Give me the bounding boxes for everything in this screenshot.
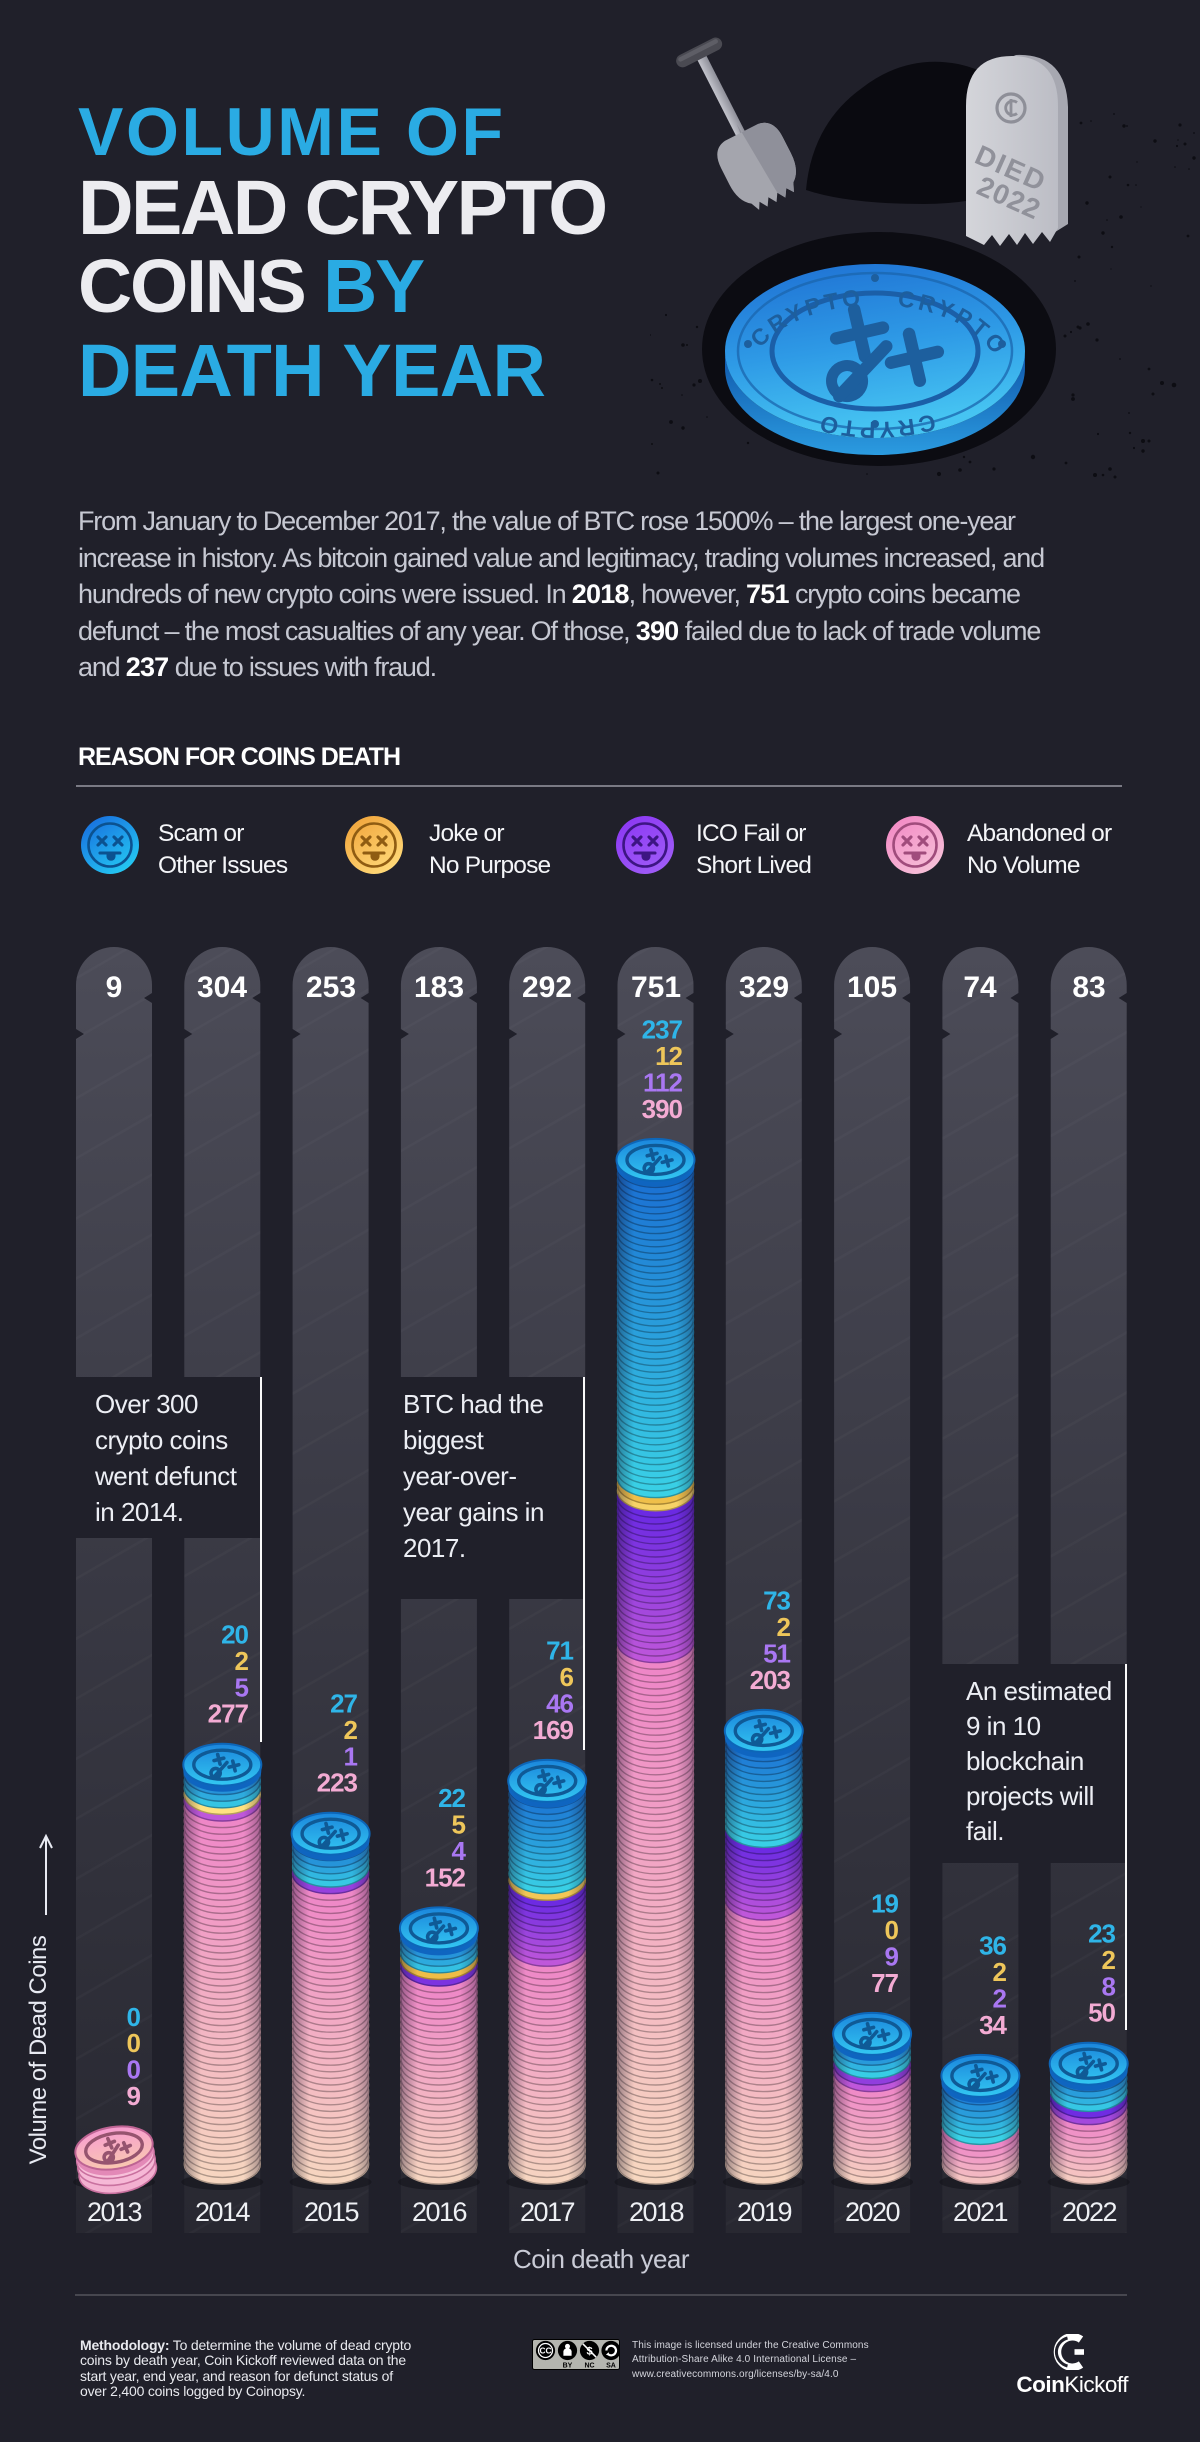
svg-text:23: 23 (1088, 1919, 1115, 1949)
svg-text:9: 9 (106, 971, 123, 1004)
svg-text:Coin death year: Coin death year (513, 2244, 690, 2274)
svg-text:2017: 2017 (520, 2197, 575, 2227)
svg-text:304: 304 (197, 971, 247, 1004)
svg-text:751: 751 (631, 971, 681, 1004)
svg-text:390: 390 (642, 1094, 683, 1124)
svg-text:83: 83 (1072, 971, 1105, 1004)
svg-text:2019: 2019 (737, 2197, 792, 2227)
svg-text:223: 223 (317, 1768, 358, 1798)
svg-text:50: 50 (1088, 1998, 1115, 2028)
svg-text:77: 77 (871, 1968, 898, 1998)
svg-text:SA: SA (606, 2363, 616, 2370)
svg-text:went defunct: went defunct (94, 1461, 238, 1491)
svg-text:2022: 2022 (1062, 2197, 1117, 2227)
svg-text:2014: 2014 (195, 2197, 251, 2227)
svg-text:27: 27 (330, 1689, 357, 1719)
svg-text:46: 46 (546, 1689, 573, 1719)
svg-text:0: 0 (127, 2055, 141, 2085)
svg-text:blockchain: blockchain (966, 1746, 1084, 1776)
svg-text:2: 2 (235, 1646, 249, 1676)
svg-text:2016: 2016 (412, 2197, 467, 2227)
svg-text:1: 1 (344, 1741, 358, 1771)
svg-text:22: 22 (438, 1783, 465, 1813)
svg-text:year-over-: year-over- (403, 1461, 516, 1491)
svg-text:20: 20 (221, 1620, 248, 1650)
svg-text:9 in 10: 9 in 10 (966, 1711, 1041, 1741)
svg-text:year gains in: year gains in (403, 1497, 544, 1527)
svg-text:105: 105 (847, 971, 897, 1004)
svg-text:5: 5 (235, 1672, 249, 1702)
svg-text:5: 5 (452, 1810, 466, 1840)
svg-text:2: 2 (1102, 1945, 1116, 1975)
svg-text:2: 2 (777, 1612, 791, 1642)
svg-text:329: 329 (739, 971, 789, 1004)
svg-text:NC: NC (584, 2363, 594, 2370)
svg-text:277: 277 (208, 1699, 249, 1729)
svg-text:152: 152 (425, 1862, 466, 1892)
svg-text:36: 36 (979, 1931, 1006, 1961)
svg-text:0: 0 (127, 2002, 141, 2032)
svg-text:0: 0 (885, 1915, 899, 1945)
svg-text:74: 74 (963, 971, 997, 1004)
svg-text:projects will: projects will (966, 1781, 1094, 1811)
svg-text:9: 9 (127, 2081, 141, 2111)
svg-text:2018: 2018 (629, 2197, 684, 2227)
svg-text:19: 19 (871, 1889, 898, 1919)
svg-text:12: 12 (655, 1041, 682, 1071)
svg-text:fail.: fail. (966, 1816, 1004, 1846)
svg-text:2013: 2013 (87, 2197, 142, 2227)
svg-text:Over 300: Over 300 (95, 1389, 198, 1419)
svg-text:BTC had the: BTC had the (403, 1389, 544, 1419)
svg-text:2017.: 2017. (403, 1533, 466, 1563)
svg-text:0: 0 (127, 2028, 141, 2058)
svg-text:112: 112 (643, 1068, 682, 1098)
svg-text:34: 34 (979, 2010, 1007, 2040)
svg-text:73: 73 (763, 1586, 790, 1616)
svg-text:2: 2 (344, 1715, 358, 1745)
svg-text:9: 9 (885, 1942, 899, 1972)
svg-text:183: 183 (414, 971, 464, 1004)
svg-text:CC: CC (539, 2345, 551, 2355)
svg-text:2015: 2015 (304, 2197, 359, 2227)
svg-text:292: 292 (522, 971, 572, 1004)
svg-text:203: 203 (750, 1665, 791, 1695)
svg-text:253: 253 (306, 971, 356, 1004)
svg-text:71: 71 (546, 1636, 573, 1666)
svg-text:2020: 2020 (845, 2197, 900, 2227)
svg-text:51: 51 (763, 1639, 790, 1669)
svg-text:2021: 2021 (953, 2197, 1008, 2227)
svg-text:crypto coins: crypto coins (95, 1425, 228, 1455)
svg-text:biggest: biggest (403, 1425, 485, 1455)
svg-text:6: 6 (560, 1662, 574, 1692)
svg-text:2: 2 (993, 1984, 1007, 2014)
svg-text:8: 8 (1102, 1971, 1116, 2001)
svg-text:4: 4 (452, 1836, 467, 1866)
svg-text:An estimated: An estimated (966, 1676, 1112, 1706)
svg-text:237: 237 (642, 1015, 683, 1045)
svg-text:BY: BY (563, 2363, 573, 2370)
svg-text:in 2014.: in 2014. (95, 1497, 184, 1527)
svg-text:Volume of Dead Coins: Volume of Dead Coins (25, 1935, 52, 2164)
svg-text:2: 2 (993, 1957, 1007, 1987)
svg-text:169: 169 (533, 1715, 574, 1745)
